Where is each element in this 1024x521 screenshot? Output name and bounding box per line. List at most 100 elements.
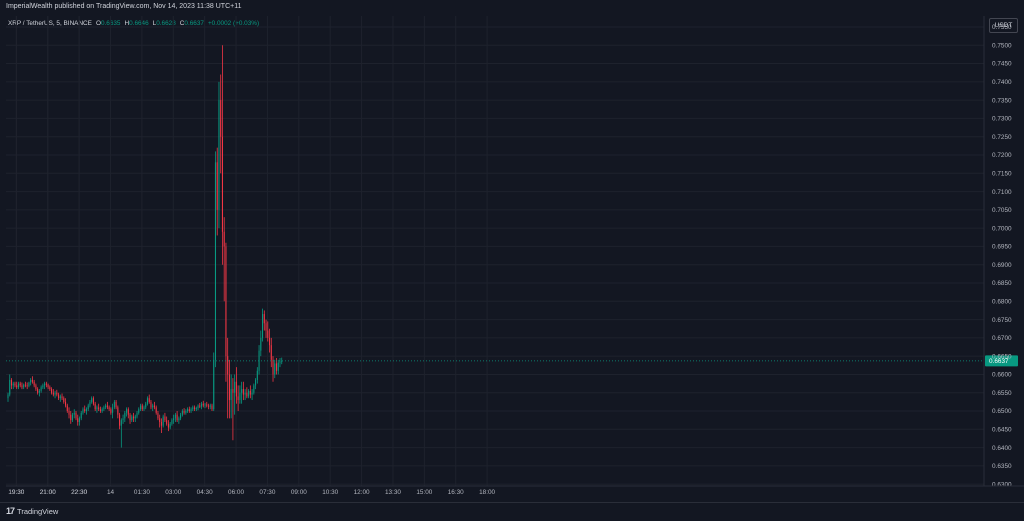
y-tick-label: 0.6950 [992,244,1012,251]
candle-body [134,416,136,419]
candle [235,367,237,404]
candle [82,407,84,415]
x-tick-label: 04:30 [197,489,213,496]
candle [146,396,149,406]
x-tick-label: 18:00 [479,489,495,496]
candle-body [42,385,44,388]
low-value-group: L0.6628 [153,20,176,27]
y-tick-label: 0.7300 [992,116,1012,123]
candle [28,381,30,388]
candle [134,414,136,422]
candle [227,337,229,419]
published-text: ImperialWealth published on TradingView.… [6,3,242,10]
candle [73,409,75,419]
candle [242,381,244,401]
high-value-group: H0.6646 [124,20,148,27]
candle-body [21,385,23,388]
candle-body [141,405,143,410]
candle [187,407,189,413]
candle [206,401,208,408]
candle [277,359,279,375]
candle [105,403,107,410]
candle [150,400,152,410]
candle-body [89,401,91,406]
candle [160,418,162,433]
candle-body [173,418,175,421]
candle-body [255,379,257,386]
candle [80,411,82,421]
candle [136,411,138,419]
candle-body [248,390,250,397]
currency-selector[interactable]: USDT [989,18,1018,33]
time-axis: 19:30 21:00 22:30 14 01:30 03:00 04:30 06:00 07:… [6,485,1024,496]
candle [178,416,180,424]
candle [244,389,246,401]
candle-body [242,389,244,395]
candle [112,403,114,419]
candle-body [80,412,82,419]
candle-body [68,411,70,415]
candle-body [204,404,206,406]
candle-body [84,409,86,412]
y-tick-label: 0.6900 [992,262,1012,269]
candle-body [56,392,58,395]
candle-body [267,330,269,338]
candle [183,408,185,415]
x-tick-label: 19:30 [8,489,24,496]
x-tick-label: 03:00 [165,489,181,496]
candle [225,242,227,382]
candle-body [49,387,51,390]
candle [96,405,98,413]
y-tick-label: 0.7050 [992,207,1012,214]
candle [127,407,129,419]
candle [237,385,239,412]
candle [194,405,196,412]
candle-body [159,418,161,422]
tradingview-logo[interactable]: 17 TradingView [6,506,58,516]
x-tick-label: 15:00 [416,489,432,496]
low-key: L [152,20,157,27]
candle [200,401,203,410]
y-tick-label: 0.7400 [992,79,1012,86]
candle [75,411,77,421]
candle [216,147,218,236]
candle [132,412,135,422]
candle-body [82,409,84,413]
candle-body [265,323,267,331]
candle [58,392,60,401]
candle-body [103,407,105,410]
y-tick-label: 0.6650 [992,353,1012,360]
candles [7,45,283,448]
candle [145,401,147,410]
candle-body [249,390,251,395]
candle [17,381,20,390]
candle-body [152,405,154,408]
candle-body [146,398,149,404]
candle-body [258,350,260,371]
y-tick-label: 0.6450 [992,427,1012,434]
candle-body [106,405,108,408]
candle [120,418,122,448]
last-price-label: 0.6637 [989,358,1009,365]
candle-body [274,363,276,375]
candle-body [183,411,185,413]
candle [272,356,274,382]
candle-body [194,407,196,410]
candle [66,403,68,413]
candle [204,402,206,409]
tradingview-brand: TradingView [17,506,59,516]
candle [202,400,204,408]
candle [108,405,110,412]
candle [274,359,276,379]
y-tick-label: 0.6350 [992,463,1012,470]
candle [265,319,267,338]
candle [33,379,35,388]
candle-body [230,389,232,401]
candle-body [262,314,264,338]
price-chart[interactable]: 0.6637 0.75500.75000.74500.74000.73500.7… [0,0,1024,502]
candle [249,385,251,399]
candle [106,401,108,410]
last-price-badge [985,355,1018,367]
candle-body [214,162,217,360]
candle-body [200,403,203,407]
